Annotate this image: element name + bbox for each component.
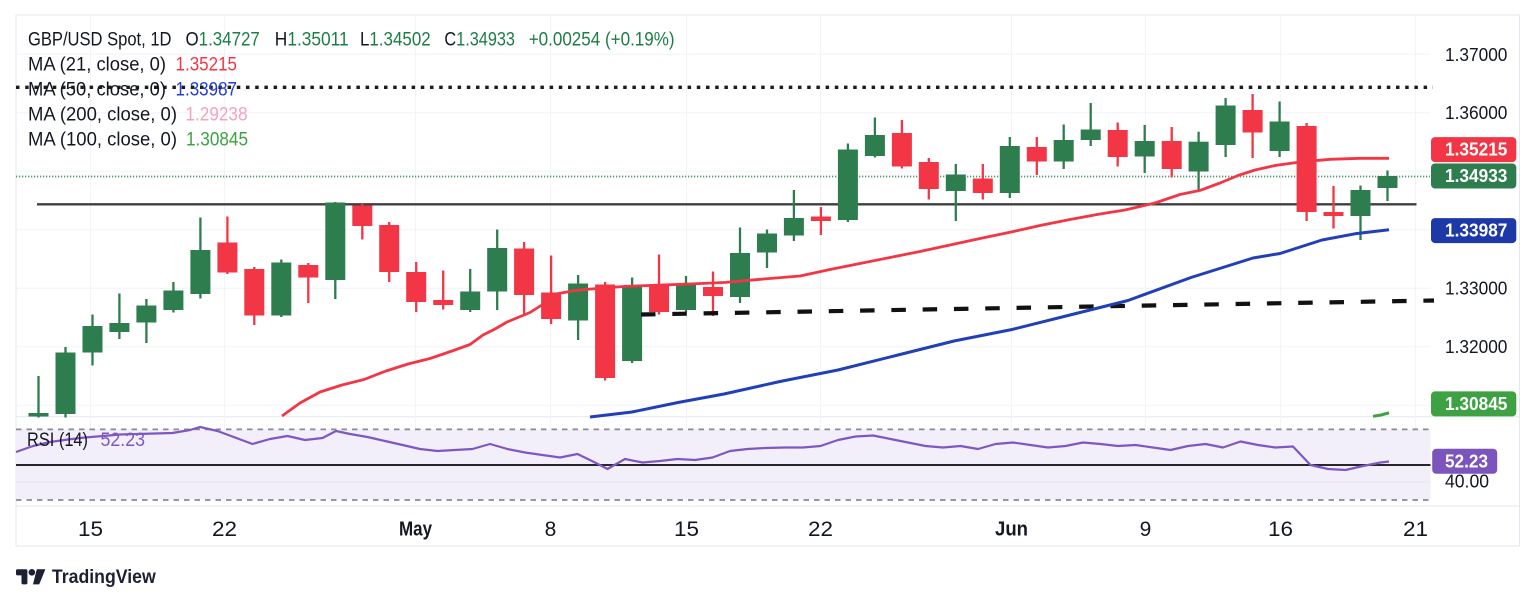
svg-text:1.37000: 1.37000 bbox=[1445, 45, 1507, 65]
svg-text:C1.34933: C1.34933 bbox=[444, 29, 515, 50]
svg-text:8: 8 bbox=[545, 518, 557, 541]
svg-text:MA (200, close, 0): MA (200, close, 0) bbox=[28, 104, 177, 125]
svg-text:1.35215: 1.35215 bbox=[176, 54, 238, 75]
svg-text:1.32000: 1.32000 bbox=[1445, 337, 1507, 357]
svg-text:40.00: 40.00 bbox=[1445, 472, 1489, 492]
svg-text:MA (100, close, 0): MA (100, close, 0) bbox=[28, 129, 177, 150]
svg-text:May: May bbox=[399, 519, 433, 541]
svg-text:1.33987: 1.33987 bbox=[1445, 221, 1507, 241]
svg-text:GBP/USD Spot, 1D: GBP/USD Spot, 1D bbox=[28, 29, 172, 50]
svg-text:1.33000: 1.33000 bbox=[1445, 278, 1507, 298]
svg-text:Jun: Jun bbox=[995, 519, 1028, 541]
svg-text:52.23: 52.23 bbox=[1445, 451, 1488, 471]
svg-text:+0.00254 (+0.19%): +0.00254 (+0.19%) bbox=[529, 29, 675, 50]
svg-text:1.34933: 1.34933 bbox=[1445, 166, 1507, 186]
svg-text:21: 21 bbox=[1403, 518, 1428, 541]
svg-text:RSI (14): RSI (14) bbox=[27, 430, 88, 451]
svg-text:TradingView: TradingView bbox=[52, 567, 156, 588]
svg-text:MA (21, close, 0): MA (21, close, 0) bbox=[28, 54, 166, 75]
svg-text:1.29238: 1.29238 bbox=[186, 104, 248, 125]
svg-text:1.30845: 1.30845 bbox=[1445, 394, 1507, 414]
svg-text:15: 15 bbox=[674, 518, 699, 541]
svg-text:MA (50, close, 0): MA (50, close, 0) bbox=[28, 79, 166, 100]
svg-text:22: 22 bbox=[212, 518, 237, 541]
svg-text:1.36000: 1.36000 bbox=[1445, 103, 1507, 123]
svg-text:52.23: 52.23 bbox=[101, 430, 146, 451]
svg-text:1.35215: 1.35215 bbox=[1445, 140, 1507, 160]
svg-text:H1.35011: H1.35011 bbox=[275, 29, 349, 50]
svg-text:9: 9 bbox=[1140, 518, 1152, 541]
svg-text:15: 15 bbox=[78, 518, 103, 541]
svg-text:22: 22 bbox=[808, 518, 833, 541]
svg-text:O1.34727: O1.34727 bbox=[186, 29, 260, 50]
svg-text:1.33987: 1.33987 bbox=[176, 79, 238, 100]
svg-text:1.30845: 1.30845 bbox=[186, 129, 248, 150]
svg-text:16: 16 bbox=[1268, 518, 1293, 541]
svg-text:L1.34502: L1.34502 bbox=[360, 29, 431, 50]
